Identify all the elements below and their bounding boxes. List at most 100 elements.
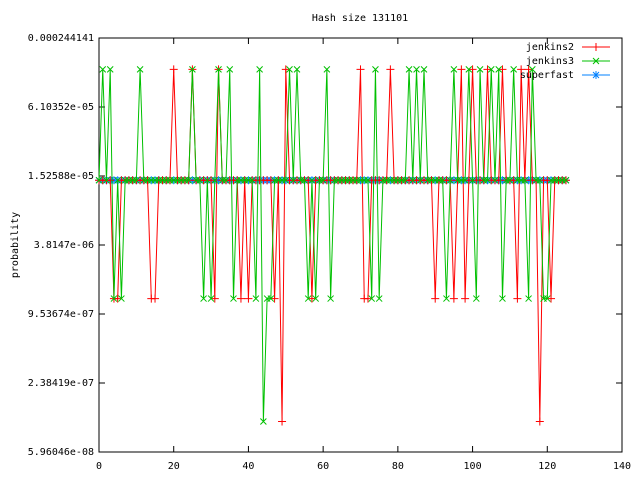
data-point xyxy=(472,295,480,302)
data-point xyxy=(476,66,484,73)
data-point xyxy=(327,295,334,302)
y-tick-label: 2.38419e-07 xyxy=(28,378,94,389)
x-tick-label: 140 xyxy=(613,461,631,472)
data-point xyxy=(95,176,103,184)
data-point xyxy=(431,294,440,303)
data-point xyxy=(510,66,518,73)
data-point xyxy=(133,176,140,184)
data-point xyxy=(364,176,372,184)
data-point xyxy=(487,66,495,73)
data-point xyxy=(547,294,556,303)
data-point xyxy=(495,66,503,73)
data-point xyxy=(356,65,365,74)
y-tick-label: 0.000244141 xyxy=(28,33,94,44)
data-point xyxy=(151,294,160,303)
data-point xyxy=(236,294,245,303)
plot-border xyxy=(98,37,623,453)
data-point xyxy=(517,65,526,74)
data-point xyxy=(498,65,507,74)
x-tick-label: 20 xyxy=(168,461,180,472)
data-point xyxy=(244,294,253,303)
legend-marker xyxy=(592,71,600,79)
data-point xyxy=(416,176,424,184)
data-point xyxy=(248,176,256,184)
legend-label: jenkins3 xyxy=(526,56,574,67)
data-point xyxy=(363,294,372,303)
x-tick-label: 80 xyxy=(392,461,404,472)
data-point xyxy=(483,65,492,74)
data-point xyxy=(513,294,522,303)
data-point xyxy=(506,176,514,184)
data-point xyxy=(312,295,320,302)
data-point xyxy=(446,176,454,184)
data-point xyxy=(256,66,263,73)
data-point xyxy=(278,417,287,426)
data-point xyxy=(282,176,290,184)
data-point xyxy=(222,176,230,184)
y-tick-label: 1.52588e-05 xyxy=(28,171,94,182)
data-point xyxy=(464,176,473,185)
data-point xyxy=(469,176,476,184)
data-point xyxy=(491,176,499,184)
legend-label: jenkins2 xyxy=(526,42,574,53)
x-tick-label: 100 xyxy=(464,461,482,472)
data-point xyxy=(252,295,260,302)
data-point xyxy=(461,176,469,184)
data-point xyxy=(169,65,178,74)
data-point xyxy=(543,295,551,302)
data-point xyxy=(266,176,275,185)
data-point xyxy=(375,295,383,302)
data-point xyxy=(319,176,327,184)
data-point xyxy=(499,295,506,302)
data-point xyxy=(286,66,293,73)
data-point xyxy=(110,295,118,302)
data-point xyxy=(203,176,211,184)
data-point xyxy=(260,418,267,425)
data-point xyxy=(528,66,536,73)
data-point xyxy=(521,176,529,184)
data-point xyxy=(468,65,477,74)
data-point xyxy=(494,176,503,185)
data-point xyxy=(215,66,222,73)
data-point xyxy=(114,176,122,184)
data-point xyxy=(196,176,204,184)
data-point xyxy=(304,295,312,302)
data-point xyxy=(405,66,413,73)
data-point xyxy=(443,295,450,302)
legend-label: superfast xyxy=(520,70,574,81)
data-point xyxy=(439,176,447,184)
data-point xyxy=(307,294,316,303)
data-point xyxy=(484,176,491,184)
data-point xyxy=(106,66,114,73)
data-point xyxy=(189,66,196,73)
data-point xyxy=(323,66,331,73)
x-tick-label: 40 xyxy=(242,461,254,472)
data-point xyxy=(413,66,420,73)
x-tick-label: 60 xyxy=(317,461,329,472)
data-point xyxy=(449,294,458,303)
data-point xyxy=(207,176,216,185)
y-tick-label: 9.53674e-07 xyxy=(28,309,94,320)
y-tick-label: 6.10352e-05 xyxy=(28,102,94,113)
data-point xyxy=(562,176,570,184)
data-point xyxy=(372,66,379,73)
data-point xyxy=(113,294,122,303)
data-point xyxy=(457,65,466,74)
data-point xyxy=(535,417,544,426)
data-point xyxy=(185,176,193,184)
data-point xyxy=(409,176,417,184)
data-point xyxy=(525,295,532,302)
data-point xyxy=(301,176,308,184)
data-point xyxy=(293,66,301,73)
y-tick-label: 3.8147e-06 xyxy=(34,240,94,251)
data-point xyxy=(524,65,533,74)
data-point xyxy=(401,176,409,184)
data-point xyxy=(103,176,110,184)
data-point xyxy=(386,65,395,74)
data-point xyxy=(211,176,219,184)
data-point xyxy=(106,176,115,185)
data-point xyxy=(450,66,458,73)
